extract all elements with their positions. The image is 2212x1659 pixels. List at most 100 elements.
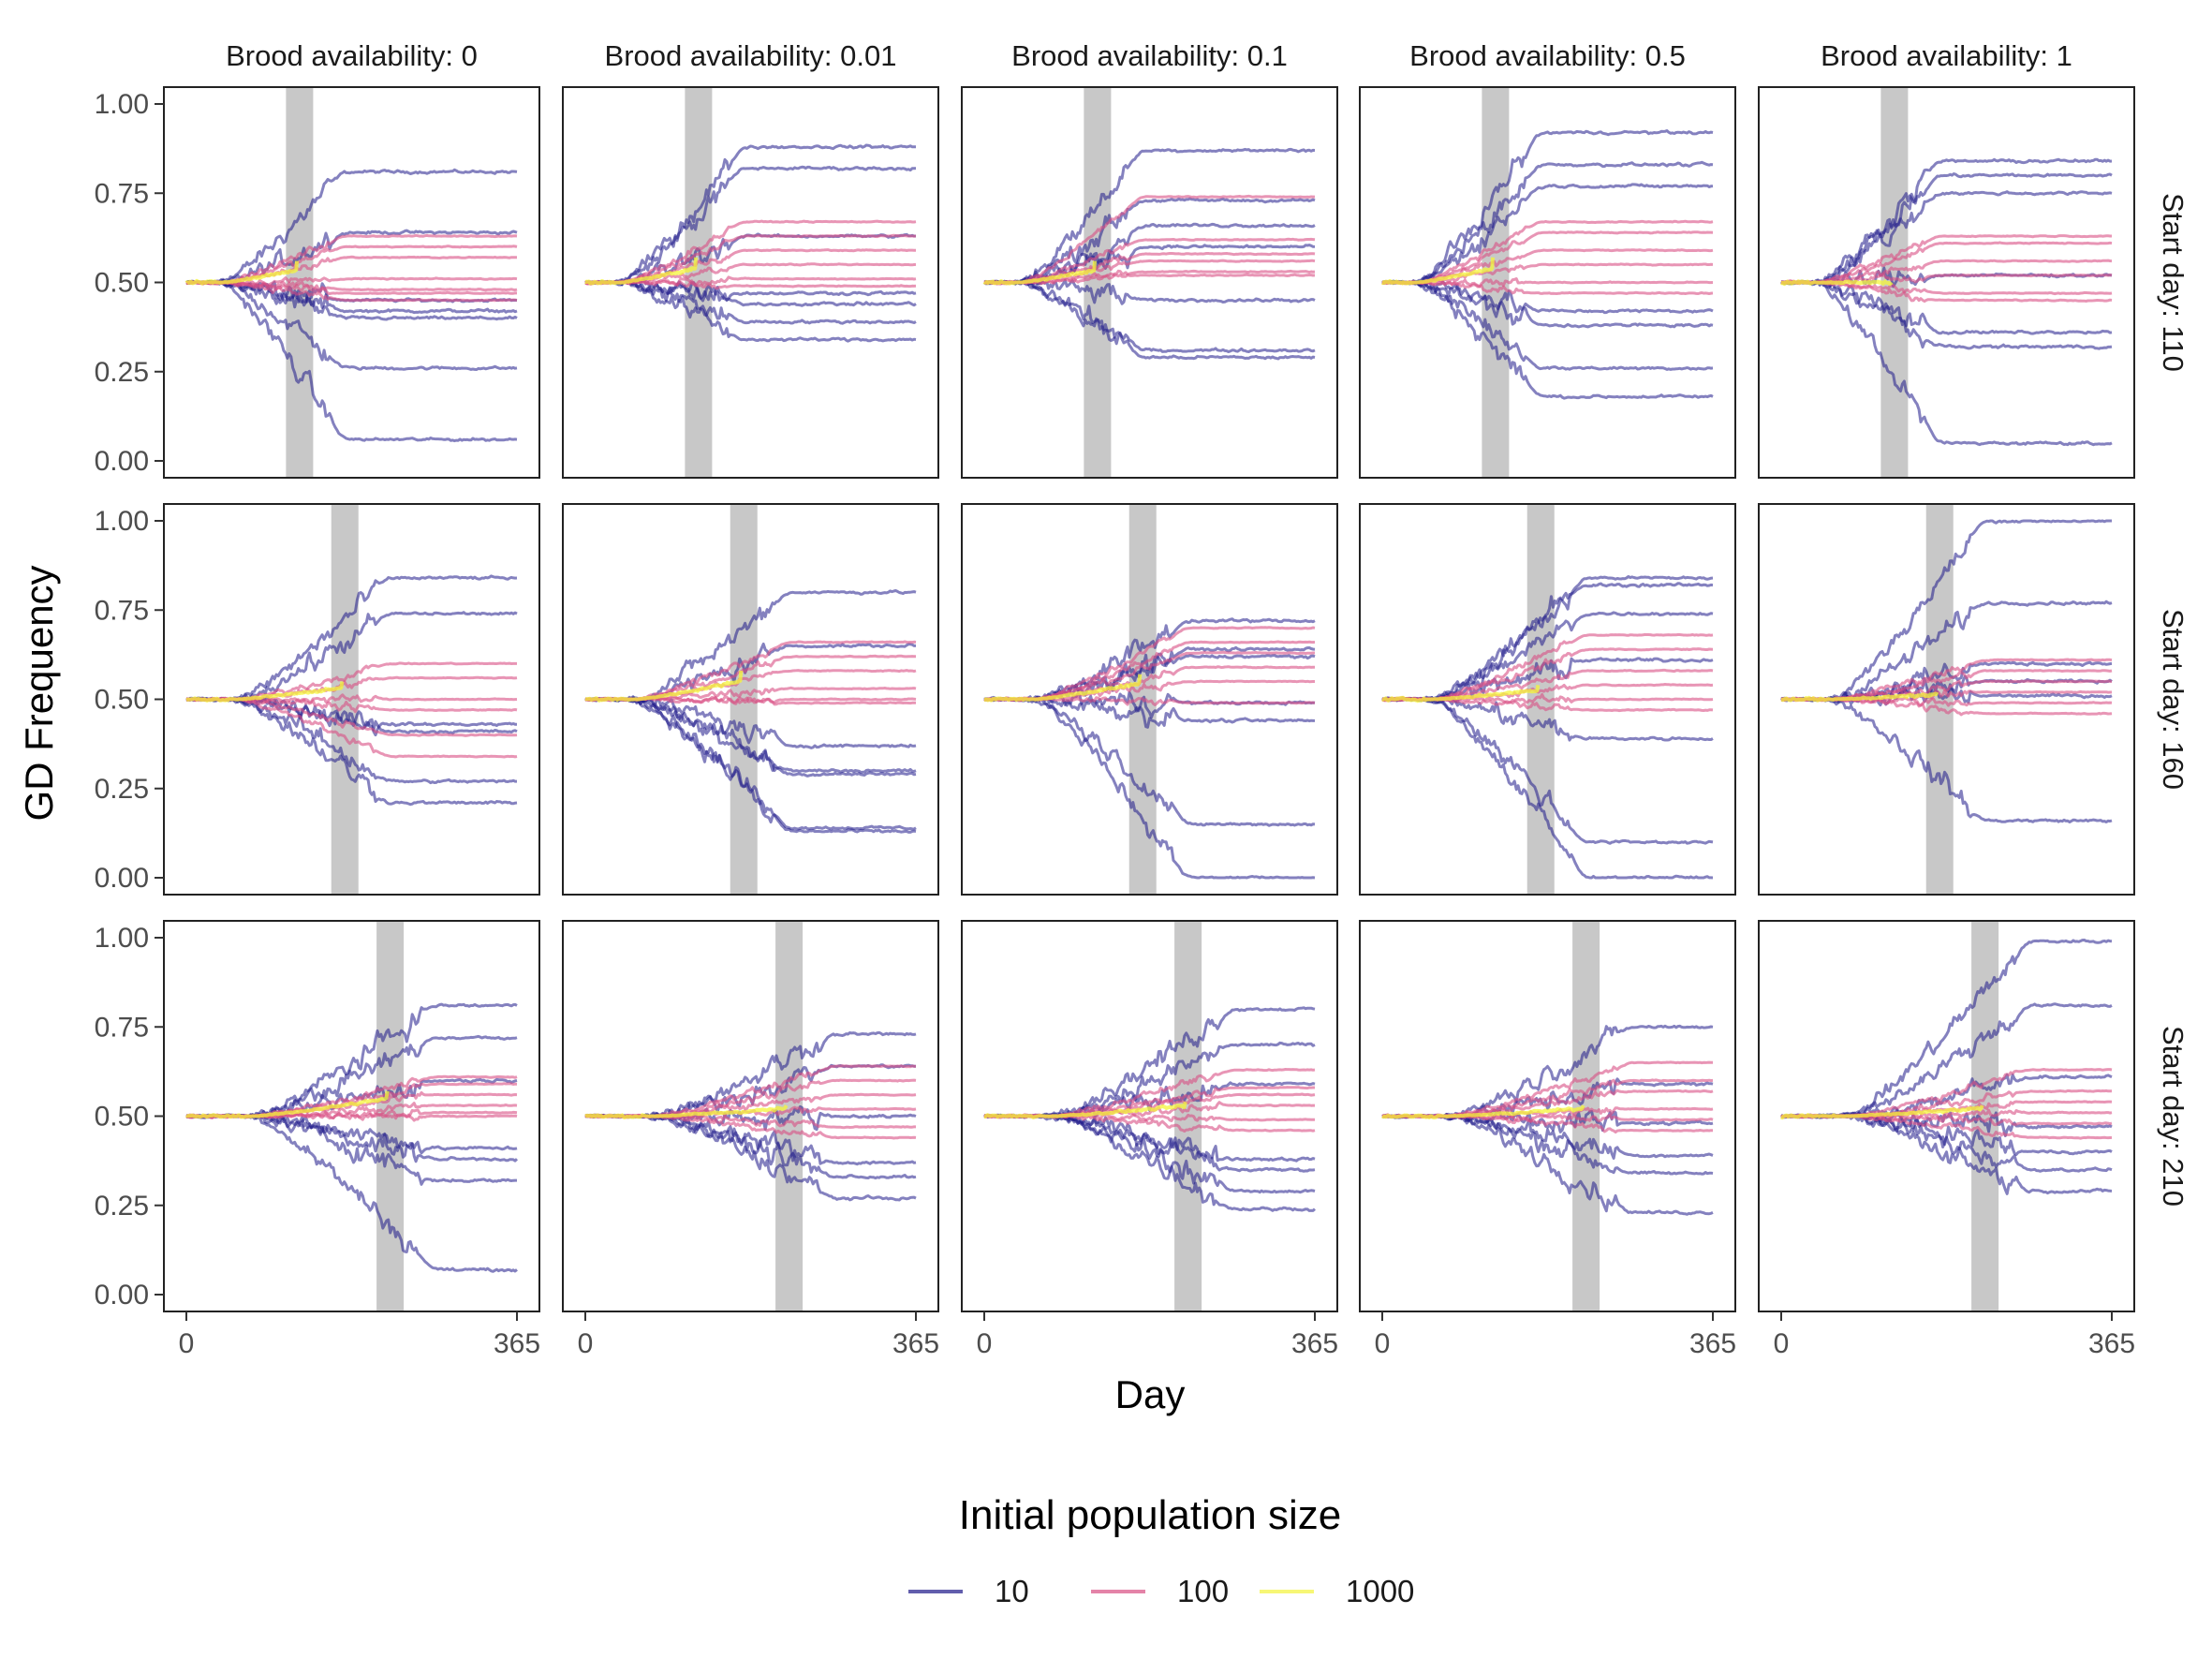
panel-lines (184, 1002, 519, 1273)
series-line-pop-100 (185, 280, 518, 303)
y-tick-label: 0.25 (95, 1191, 149, 1222)
series-line-pop-10 (1780, 157, 2113, 286)
series-line-pop-10 (1780, 172, 2113, 286)
series-line-pop-10 (1781, 696, 2113, 823)
panel-lines (983, 1006, 1317, 1212)
series-line-pop-10 (1780, 278, 2113, 350)
series-line-pop-1000 (982, 674, 1143, 703)
legend-title: Initial population size (959, 1492, 1341, 1538)
y-tick-label: 0.50 (95, 685, 149, 716)
y-tick-label: 0.50 (95, 1102, 149, 1133)
col-strip-label: Brood availability: 0.01 (605, 39, 897, 72)
series-line-pop-1000 (1779, 279, 1894, 287)
panel-border (1758, 920, 2135, 1312)
panel-lines (583, 143, 917, 343)
panel-border (961, 503, 1338, 896)
panels-layer: 0.00 0.25 0.50 0.75 1.00 0.00 0.25 0.50 0.75 1.00… (95, 39, 2190, 1359)
x-tick-label: 365 (892, 1328, 939, 1359)
col-strip-label: Brood availability: 0 (226, 39, 478, 72)
panel-lines (583, 589, 917, 834)
legend-label: 100 (1177, 1574, 1229, 1608)
x-tick-label: 0 (1774, 1328, 1790, 1359)
series-line-pop-10 (1381, 695, 1714, 880)
series-line-pop-10 (1780, 278, 2113, 335)
y-tick-label: 1.00 (95, 506, 149, 537)
series-line-pop-10 (1780, 279, 2113, 447)
series-line-pop-10 (983, 147, 1316, 286)
series-line-pop-10 (1780, 1111, 2113, 1173)
panel-lines (1380, 129, 1714, 400)
series-line-pop-10 (983, 697, 1316, 880)
panel-brood-0.01-start-210: 0 365 (562, 920, 939, 1359)
series-line-pop-10 (185, 1113, 518, 1159)
row-strip-label: Start day: 110 (2157, 193, 2190, 372)
panel-lines (1779, 939, 2113, 1195)
series-line-pop-100 (584, 233, 917, 285)
panel-lines (1779, 519, 2113, 823)
series-line-pop-100 (584, 279, 917, 290)
legend-entry-1000: 1000 (1260, 1574, 1414, 1608)
col-strip-label: Brood availability: 1 (1821, 39, 2072, 72)
legend-entries: 10 100 1000 (908, 1574, 1414, 1608)
panel-lines (982, 617, 1316, 880)
series-line-pop-100 (1381, 1089, 1714, 1119)
row-strip-label: Start day: 160 (2157, 609, 2190, 790)
panel-lines (184, 168, 518, 443)
x-tick-label: 0 (179, 1328, 195, 1359)
series-line-pop-10 (1381, 160, 1714, 286)
col-strip-label: Brood availability: 0.1 (1011, 39, 1288, 72)
y-tick-label: 0.00 (95, 1280, 149, 1311)
y-axis-title: GD Frequency (17, 565, 61, 821)
series-line-pop-100 (1381, 277, 1714, 289)
series-line-pop-10 (584, 278, 917, 303)
panel-brood-0-start-210: 0.00 0.25 0.50 0.75 1.00 0 365 (95, 920, 540, 1359)
legend-entry-100: 100 (1091, 1574, 1229, 1608)
panel-border (1359, 86, 1736, 479)
series-line-pop-10 (983, 278, 1316, 361)
y-tick-label: 0.25 (95, 774, 149, 805)
series-line-pop-10 (584, 143, 916, 286)
series-line-pop-1000 (1779, 1104, 1984, 1120)
series-line-pop-10 (584, 278, 917, 325)
series-line-pop-1000 (583, 257, 698, 286)
x-tick-label: 0 (578, 1328, 594, 1359)
release-window-band (1084, 87, 1112, 478)
panel-brood-1-start-110 (1758, 86, 2135, 479)
x-tick-label: 365 (494, 1328, 540, 1359)
panel-brood-0-start-160: 0.00 0.25 0.50 0.75 1.00 (95, 503, 540, 896)
series-line-pop-10 (584, 165, 917, 287)
panel-border (1758, 503, 2135, 896)
series-line-pop-10 (185, 1113, 518, 1273)
panel-brood-1-start-160 (1758, 503, 2135, 896)
x-tick-label: 365 (1689, 1328, 1736, 1359)
series-line-pop-10 (185, 611, 518, 703)
series-line-pop-1000 (983, 1101, 1187, 1119)
series-line-pop-10 (186, 279, 518, 371)
y-tick-label: 1.00 (95, 923, 149, 954)
series-line-pop-10 (185, 168, 518, 287)
panel-border (961, 86, 1338, 479)
series-line-pop-10 (1780, 190, 2113, 286)
series-line-pop-100 (1381, 280, 1714, 295)
panel-border (1359, 503, 1736, 896)
panel-brood-0-start-110: 0.00 0.25 0.50 0.75 1.00 (95, 86, 540, 479)
series-line-pop-1000 (584, 1104, 789, 1119)
legend-label: 10 (995, 1574, 1029, 1608)
series-line-pop-1000 (184, 1090, 390, 1119)
series-line-pop-100 (983, 237, 1316, 285)
panel-border (1758, 86, 2135, 479)
series-line-pop-10 (584, 232, 916, 285)
col-strip-label: Brood availability: 0.5 (1409, 39, 1686, 72)
x-tick-label: 0 (977, 1328, 993, 1359)
series-line-pop-1000 (1380, 1104, 1585, 1119)
panel-brood-0.1-start-210: 0 365 (961, 920, 1338, 1359)
y-tick-label: 0.75 (95, 178, 149, 209)
panel-border (562, 503, 939, 896)
series-line-pop-10 (1381, 279, 1714, 371)
series-line-pop-100 (1780, 280, 2113, 304)
panel-lines (982, 147, 1316, 361)
panel-border (961, 920, 1338, 1312)
panel-brood-0.5-start-110 (1359, 86, 1736, 479)
panel-brood-0.5-start-160 (1359, 503, 1736, 896)
